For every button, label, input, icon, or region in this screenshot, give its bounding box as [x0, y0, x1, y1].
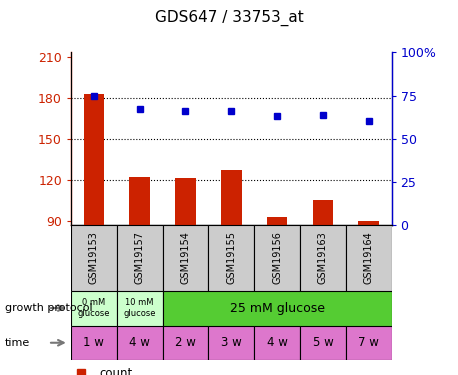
- Bar: [346, 225, 392, 291]
- Bar: [163, 291, 392, 326]
- Text: time: time: [5, 338, 30, 348]
- Text: GSM19155: GSM19155: [226, 231, 236, 284]
- Text: 2 w: 2 w: [175, 336, 196, 349]
- Bar: [300, 225, 346, 291]
- Text: GSM19154: GSM19154: [180, 231, 191, 284]
- Text: GSM19163: GSM19163: [318, 231, 328, 284]
- Bar: [267, 217, 287, 225]
- Bar: [208, 225, 254, 291]
- Text: 4 w: 4 w: [129, 336, 150, 349]
- Bar: [254, 225, 300, 291]
- Text: 1 w: 1 w: [83, 336, 104, 349]
- Bar: [221, 170, 241, 225]
- Bar: [71, 291, 117, 326]
- Text: GDS647 / 33753_at: GDS647 / 33753_at: [155, 9, 303, 26]
- Bar: [175, 178, 196, 225]
- Text: 3 w: 3 w: [221, 336, 242, 349]
- Text: GSM19164: GSM19164: [364, 231, 374, 284]
- Bar: [300, 326, 346, 360]
- Bar: [254, 326, 300, 360]
- Text: GSM19153: GSM19153: [89, 231, 99, 284]
- Bar: [117, 225, 163, 291]
- Text: 4 w: 4 w: [267, 336, 288, 349]
- Text: count: count: [100, 367, 133, 375]
- Bar: [71, 225, 117, 291]
- Text: GSM19156: GSM19156: [272, 231, 282, 284]
- Bar: [117, 326, 163, 360]
- Bar: [71, 326, 117, 360]
- Text: 0 mM
glucose: 0 mM glucose: [78, 298, 110, 318]
- Bar: [346, 326, 392, 360]
- Bar: [312, 200, 333, 225]
- Text: 25 mM glucose: 25 mM glucose: [229, 302, 325, 315]
- Bar: [163, 326, 208, 360]
- Text: GSM19157: GSM19157: [135, 231, 145, 284]
- Bar: [83, 94, 104, 225]
- Bar: [117, 291, 163, 326]
- Bar: [129, 177, 150, 225]
- Bar: [163, 225, 208, 291]
- Bar: [358, 221, 379, 225]
- Text: growth protocol: growth protocol: [5, 303, 92, 313]
- Text: 5 w: 5 w: [312, 336, 333, 349]
- Text: 7 w: 7 w: [358, 336, 379, 349]
- Text: 10 mM
glucose: 10 mM glucose: [124, 298, 156, 318]
- Bar: [208, 326, 254, 360]
